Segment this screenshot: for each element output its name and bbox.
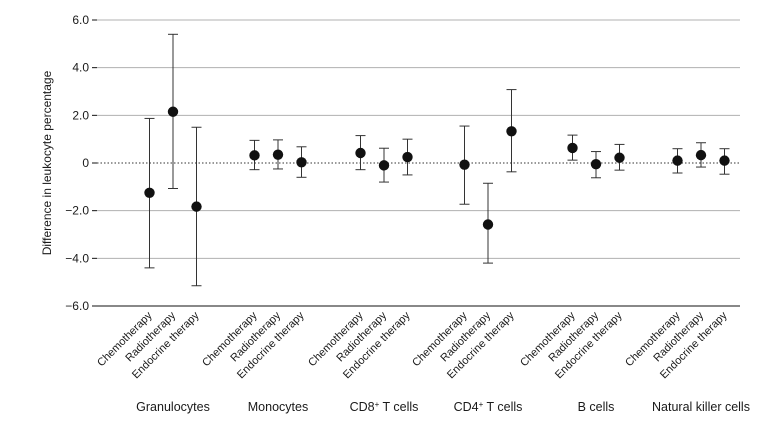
estimate-point: [144, 187, 155, 198]
cell-type-label: CD4+ T cells: [454, 400, 523, 415]
estimate-point: [249, 150, 260, 161]
y-axis: 6.0 4.0 2.0 0 −2.0 −4.0 −6.0: [65, 13, 740, 313]
y-tick-label: −2.0: [65, 204, 89, 218]
y-tick-label: 0: [82, 156, 89, 170]
cell-type-label: Monocytes: [248, 400, 308, 414]
cell-type-label: CD8+ T cells: [350, 400, 419, 415]
estimate-point: [672, 155, 683, 166]
estimate-point: [191, 201, 202, 212]
estimate-point: [482, 219, 494, 230]
estimate-point: [695, 149, 707, 161]
estimate-point: [590, 158, 602, 170]
estimate-point: [506, 126, 517, 137]
cell-type-label: B cells: [578, 400, 615, 414]
estimate-point: [614, 152, 625, 163]
y-tick-label: 6.0: [72, 13, 89, 27]
estimate-point: [272, 149, 284, 160]
estimate-point: [355, 147, 366, 159]
estimate-point: [567, 142, 578, 154]
cell-type-labels: Granulocytes Monocytes CD8+ T cells CD4+ T …: [136, 400, 750, 415]
estimate-point: [378, 160, 390, 171]
y-axis-label: Difference in leukocyte percentage: [40, 70, 54, 255]
gridlines: [97, 19, 740, 259]
cell-type-label: Natural killer cells: [652, 400, 750, 414]
cell-type-label: Granulocytes: [136, 400, 210, 414]
data-marks: [144, 33, 730, 287]
estimate-point: [719, 155, 730, 166]
y-tick-label: −4.0: [65, 251, 89, 265]
y-tick-label: 4.0: [72, 61, 89, 75]
y-tick-label: 2.0: [72, 108, 89, 122]
estimate-point: [167, 106, 179, 117]
estimate-point: [402, 151, 413, 163]
estimate-point: [296, 157, 307, 168]
y-tick-label: −6.0: [65, 299, 89, 313]
estimate-point: [459, 159, 470, 170]
